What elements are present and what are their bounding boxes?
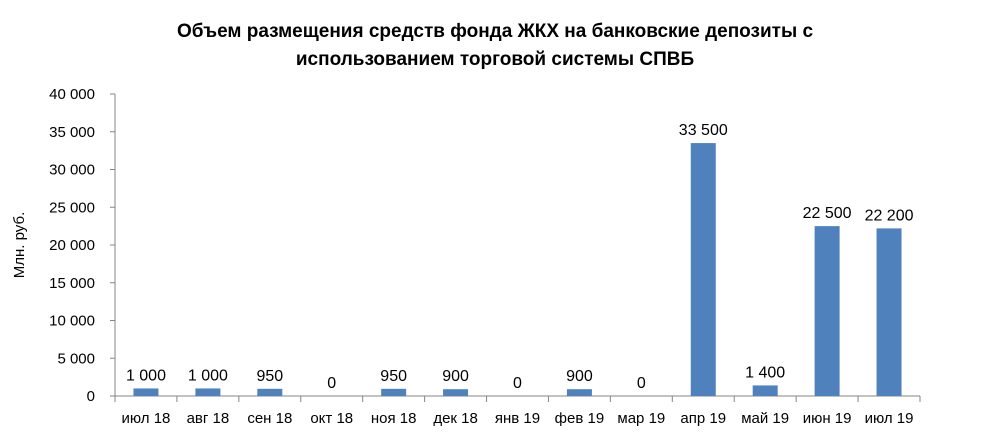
bar [814,226,840,396]
x-tick-label: ноя 18 [371,410,417,427]
data-label: 22 200 [865,207,914,224]
data-label: 22 500 [803,205,852,222]
y-tick-label: 20 000 [49,237,95,254]
x-tick-label: апр 19 [680,410,726,427]
x-tick-label: сен 18 [247,410,292,427]
x-tick-label: июл 18 [122,410,171,427]
y-tick-label: 15 000 [49,275,95,292]
data-label: 33 500 [679,122,728,139]
x-tick-label: май 19 [741,410,789,427]
chart-title: Объем размещения средств фонда ЖКХ на ба… [0,18,990,74]
x-tick-label: янв 19 [495,410,540,427]
bar [443,389,469,396]
bar [381,388,407,396]
bar [195,388,221,396]
y-tick-label: 40 000 [49,86,95,103]
y-tick-label: 10 000 [49,313,95,330]
data-label: 950 [256,368,283,385]
chart-title-line-1: Объем размещения средств фонда ЖКХ на ба… [176,21,814,42]
bar [133,388,159,396]
y-tick-label: 0 [87,388,95,405]
data-label: 0 [327,375,336,392]
y-tick-label: 30 000 [49,162,95,179]
x-tick-label: окт 18 [310,410,353,427]
data-label: 900 [566,368,593,385]
x-tick-label: мар 19 [617,410,665,427]
data-label: 900 [442,368,469,385]
bar [752,385,778,396]
data-label: 1 000 [126,367,166,384]
x-tick-label: авг 18 [187,410,230,427]
data-label: 0 [637,375,646,392]
y-tick-label: 35 000 [49,124,95,141]
y-axis-title: Млн. руб. [11,212,28,278]
chart-title-line-2: использованием торговой системы СПВБ [295,49,695,70]
y-tick-label: 25 000 [49,199,95,216]
x-tick-label: июл 19 [865,410,914,427]
bar [257,388,283,396]
x-tick-label: июн 19 [803,410,852,427]
bar [566,389,592,396]
data-label: 950 [380,368,407,385]
bar [876,228,902,396]
data-label: 1 400 [745,364,785,381]
bar [690,143,716,396]
data-label: 0 [513,375,522,392]
data-label: 1 000 [188,367,228,384]
x-tick-label: фев 19 [555,410,605,427]
y-tick-label: 5 000 [57,350,95,367]
x-tick-label: дек 18 [433,410,478,427]
